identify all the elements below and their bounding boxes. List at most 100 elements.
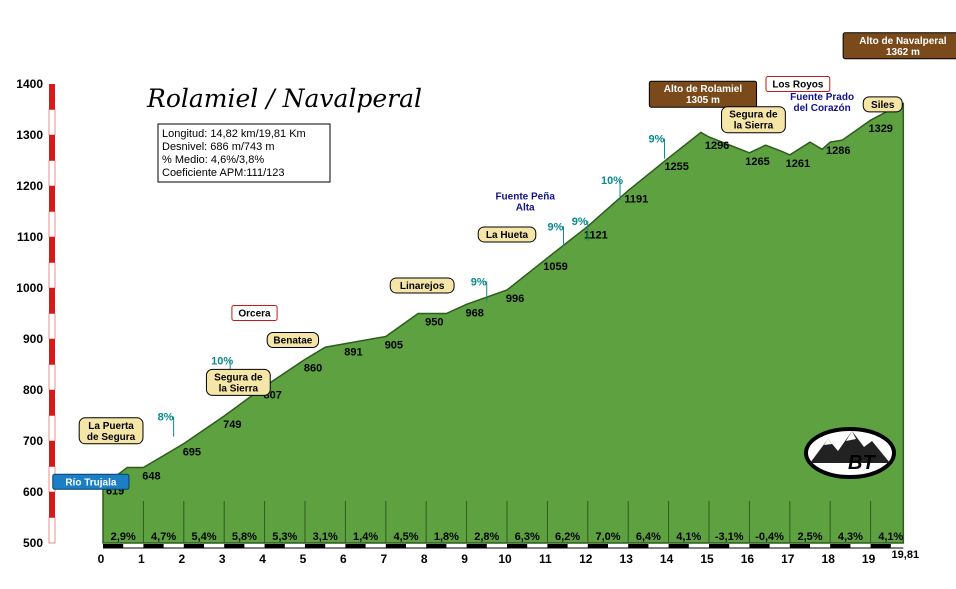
place-label-line: Fuente Prado [790, 92, 854, 103]
km-band [789, 544, 810, 548]
place-label-line: Alto de Rolamiel [664, 84, 743, 95]
altitude-band [48, 364, 56, 391]
km-band [547, 544, 568, 548]
place-label: Siles [871, 100, 895, 111]
altitude-band [48, 160, 56, 187]
segment-gradient-label: 2,8% [474, 531, 499, 543]
km-band [668, 544, 689, 548]
place-label-box [389, 277, 455, 294]
bt-logo: BT [804, 427, 896, 479]
place-label-line: Orcera [238, 308, 271, 319]
elevation-label: 996 [506, 293, 524, 305]
km-band [507, 544, 528, 548]
elevation-label: 1265 [745, 156, 769, 168]
segment-gradient-label: 6,4% [636, 531, 661, 543]
place-label: Linarejos [400, 281, 445, 292]
segment-gradient-label: 2,5% [797, 531, 822, 543]
y-tick-label: 1300 [16, 128, 43, 142]
segment-gradients: 2,9% 4,7% 5,4% 5,8% 5,3% 3,1% 1,4% 4,5% 1,8% 2,8%… [111, 531, 904, 543]
profile-fill [102, 102, 905, 544]
altitude-band [48, 517, 56, 544]
elevation-label: 1121 [584, 229, 608, 241]
chart-title-block: Rolamiel / Navalperal Longitud: 14,82 km… [146, 84, 422, 183]
km-band [264, 544, 285, 548]
x-tick-label: 18 [822, 552, 836, 566]
y-tick-label: 1100 [17, 230, 43, 244]
elevation-label: 905 [385, 339, 403, 351]
y-tick-label: 1400 [16, 77, 43, 91]
max-gradient-label: 8% [158, 412, 174, 424]
altitude-band [49, 492, 55, 518]
place-label: Fuente Prado del Corazón [790, 92, 854, 114]
km-band [426, 544, 447, 548]
place-label-box [721, 106, 786, 134]
max-gradient-label: 9% [471, 276, 487, 288]
km-band [628, 544, 649, 548]
segment-gradient-label: 3,1% [313, 531, 338, 543]
altitude-band [48, 109, 56, 136]
max-gradient-label: 10% [211, 356, 233, 368]
place-label-line: la Sierra [734, 121, 774, 132]
segment-gradient-label: 5,3% [272, 531, 297, 543]
segment-gradient-label: 6,2% [555, 531, 580, 543]
place-label-box [842, 32, 956, 60]
max-gradient-label: 9% [548, 221, 564, 233]
place-label: La Hueta [486, 230, 529, 241]
x-tick-label: 0 [98, 552, 105, 566]
km-band [466, 544, 487, 548]
y-tick-label: 600 [23, 485, 43, 499]
info-line-1: Longitud: 14,82 km/19,81 Km [162, 128, 306, 140]
segment-gradient-label: 1,4% [353, 531, 378, 543]
x-tick-label: 2 [178, 552, 185, 566]
elevation-label: 648 [142, 471, 160, 483]
place-label-box [52, 473, 130, 490]
x-tick-label: 10 [498, 552, 512, 566]
place-label-line: de Segura [87, 432, 136, 443]
x-tick-label: 8 [421, 552, 428, 566]
chart-title: Rolamiel / Navalperal [146, 84, 422, 113]
segment-gradient-label: 5,4% [191, 531, 216, 543]
x-end-label: 19,81 [892, 549, 920, 561]
max-gradient-label: 9% [572, 216, 588, 228]
altitude-band [49, 135, 55, 161]
place-label-box [231, 304, 278, 321]
km-band [305, 544, 326, 548]
segment-gradient-label: 4,1% [676, 531, 701, 543]
place-label-box [648, 80, 758, 108]
max-gradient-label: 10% [601, 175, 623, 187]
segment-gradient-label: 4,7% [151, 531, 176, 543]
x-tick-label: 15 [700, 552, 714, 566]
place-label-line: Siles [871, 100, 895, 111]
elevation-label: 1261 [786, 158, 810, 170]
place-label: La Puerta de Segura [87, 421, 136, 443]
segment-gradient-label: 5,8% [232, 531, 257, 543]
max-gradient-markers: 8% 10% 9% 9% 9% 10% 9% [158, 134, 665, 437]
place-label: Orcera [238, 308, 271, 319]
place-label: Segura de la Sierra [214, 372, 263, 394]
segment-gradient-label: 4,5% [393, 531, 418, 543]
info-box [157, 123, 331, 183]
km-band [870, 544, 891, 548]
place-label-line: Alta [516, 202, 535, 213]
place-label-box [205, 368, 271, 396]
place-label: Alto de Navalperal 1362 m [859, 36, 946, 58]
x-tick-label: 1 [138, 552, 145, 566]
segment-gradient-label: 4,1% [878, 531, 903, 543]
altitude-band [48, 313, 56, 340]
place-label-box [765, 76, 831, 92]
elevation-label: 695 [183, 447, 201, 459]
elevation-label: 1286 [826, 145, 850, 157]
x-tick-label: 7 [380, 552, 387, 566]
elevation-label: 749 [223, 419, 241, 431]
x-tick-label: 9 [461, 552, 468, 566]
place-label-box [78, 417, 144, 445]
place-label: Benatae [273, 336, 312, 347]
elevation-label: 1191 [624, 194, 648, 206]
place-label-line: Linarejos [400, 281, 445, 292]
segment-gradient-label: 6,3% [515, 531, 540, 543]
altitude-band [49, 237, 55, 263]
info-line-4: Coeficiente APM:111/123 [162, 167, 285, 179]
